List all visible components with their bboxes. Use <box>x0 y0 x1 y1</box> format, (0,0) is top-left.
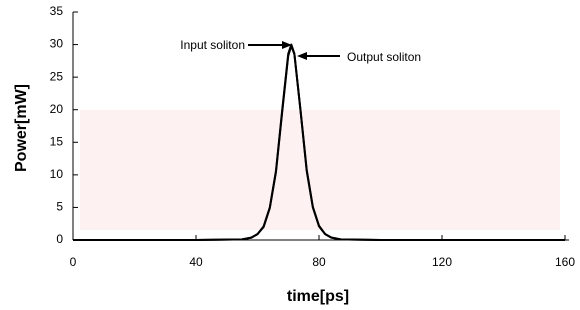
y-tick-label: 10 <box>50 167 64 181</box>
y-tick-label: 15 <box>50 134 64 148</box>
chart: time[ps] Power[mW] Input soliton Output … <box>0 0 580 310</box>
watermark-bg <box>80 110 560 230</box>
y-tick-label: 30 <box>50 37 64 51</box>
x-tick-label: 0 <box>70 255 77 269</box>
annotation: Input soliton <box>180 38 245 52</box>
annotation: Output soliton <box>347 50 421 64</box>
y-tick-label: 20 <box>50 102 64 116</box>
x-tick-label: 160 <box>555 255 575 269</box>
x-tick-label: 120 <box>432 255 452 269</box>
x-tick-label: 40 <box>189 255 203 269</box>
y-tick-label: 35 <box>50 4 64 18</box>
y-tick-label: 0 <box>56 232 63 246</box>
y-axis-title: Power[mW] <box>13 84 30 172</box>
output-arrow-head <box>297 52 307 60</box>
x-axis-title: time[ps] <box>287 288 349 305</box>
x-tick-label: 80 <box>312 255 326 269</box>
y-tick-label: 5 <box>56 200 63 214</box>
y-tick-label: 25 <box>50 69 64 83</box>
